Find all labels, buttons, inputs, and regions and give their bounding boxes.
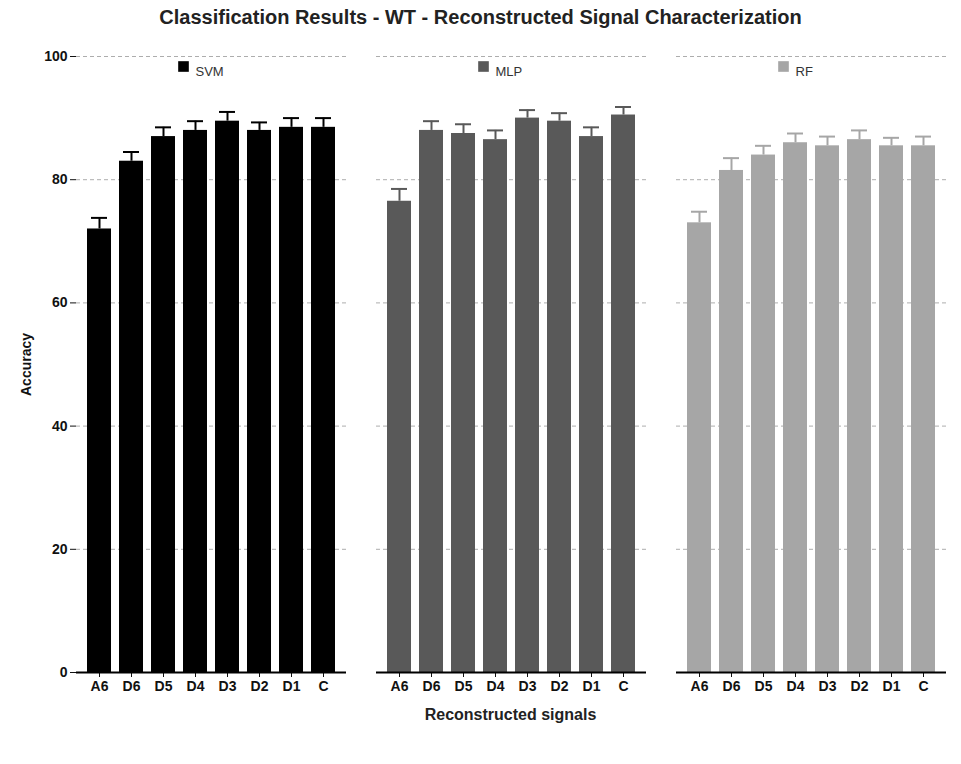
svg-text:20: 20 bbox=[52, 541, 68, 557]
svg-text:C: C bbox=[918, 678, 928, 694]
svg-text:D1: D1 bbox=[583, 678, 601, 694]
svg-text:D6: D6 bbox=[423, 678, 441, 694]
svg-text:MLP: MLP bbox=[496, 64, 523, 79]
svg-text:RF: RF bbox=[796, 64, 813, 79]
svg-text:D2: D2 bbox=[851, 678, 869, 694]
svg-text:D2: D2 bbox=[251, 678, 269, 694]
svg-text:D6: D6 bbox=[123, 678, 141, 694]
svg-text:D3: D3 bbox=[219, 678, 237, 694]
svg-text:D3: D3 bbox=[819, 678, 837, 694]
svg-text:D4: D4 bbox=[487, 678, 505, 694]
svg-text:D4: D4 bbox=[787, 678, 805, 694]
svg-text:C: C bbox=[618, 678, 628, 694]
svg-text:D5: D5 bbox=[755, 678, 773, 694]
svg-text:0: 0 bbox=[60, 664, 68, 680]
svg-text:60: 60 bbox=[52, 294, 68, 310]
svg-text:D5: D5 bbox=[155, 678, 173, 694]
svg-text:80: 80 bbox=[52, 171, 68, 187]
svg-text:40: 40 bbox=[52, 418, 68, 434]
svg-text:A6: A6 bbox=[91, 678, 109, 694]
svg-text:D4: D4 bbox=[187, 678, 205, 694]
svg-text:100: 100 bbox=[44, 48, 68, 64]
svg-text:A6: A6 bbox=[391, 678, 409, 694]
svg-text:Accuracy: Accuracy bbox=[18, 333, 34, 396]
html-text:Reconstructed signals: Reconstructed signals bbox=[424, 706, 597, 723]
svg-text:D5: D5 bbox=[455, 678, 473, 694]
svg-text:A6: A6 bbox=[691, 678, 709, 694]
svg-text:C: C bbox=[318, 678, 328, 694]
html-text:Classification Results - WT -: Classification Results - WT - Reconstruc… bbox=[159, 6, 802, 28]
svg-text:D6: D6 bbox=[723, 678, 741, 694]
svg-text:D2: D2 bbox=[551, 678, 569, 694]
svg-text:D1: D1 bbox=[283, 678, 301, 694]
svg-text:D3: D3 bbox=[519, 678, 537, 694]
svg-text:SVM: SVM bbox=[196, 64, 224, 79]
svg-text:D1: D1 bbox=[883, 678, 901, 694]
